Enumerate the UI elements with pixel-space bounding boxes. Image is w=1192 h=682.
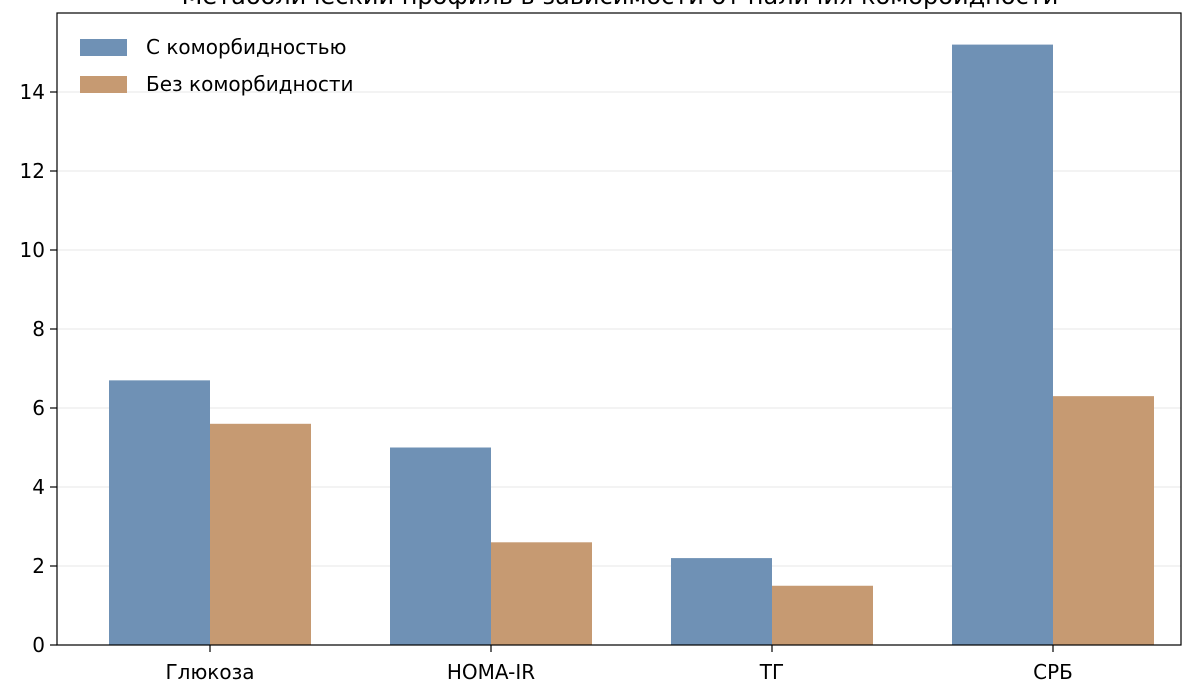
bar bbox=[390, 447, 491, 645]
legend-swatch bbox=[80, 39, 127, 56]
legend-label: С коморбидностью bbox=[146, 35, 346, 59]
y-tick-label: 14 bbox=[20, 80, 45, 104]
y-tick-label: 2 bbox=[32, 554, 45, 578]
bar bbox=[952, 44, 1053, 646]
y-tick-label: 8 bbox=[32, 317, 45, 341]
bar bbox=[671, 558, 772, 645]
x-tick-label: СРБ bbox=[1033, 660, 1073, 682]
bar bbox=[772, 585, 873, 645]
legend-label: Без коморбидности bbox=[146, 72, 353, 96]
y-tick-label: 4 bbox=[32, 475, 45, 499]
bar bbox=[1053, 396, 1154, 645]
plot-frame bbox=[56, 12, 1182, 646]
y-tick-label: 6 bbox=[32, 396, 45, 420]
chart-title: Метаболический профиль в зависимости от … bbox=[182, 0, 1059, 10]
bar bbox=[109, 380, 210, 645]
legend-swatch bbox=[80, 76, 127, 93]
x-tick-label: ТГ bbox=[759, 660, 784, 682]
y-tick-label: 12 bbox=[20, 159, 45, 183]
y-tick-label: 0 bbox=[32, 633, 45, 657]
bar bbox=[210, 423, 311, 645]
x-tick-label: HOMA-IR bbox=[447, 660, 535, 682]
y-tick-label: 10 bbox=[20, 238, 45, 262]
x-tick-label: Глюкоза bbox=[165, 660, 254, 682]
bar bbox=[491, 542, 592, 645]
